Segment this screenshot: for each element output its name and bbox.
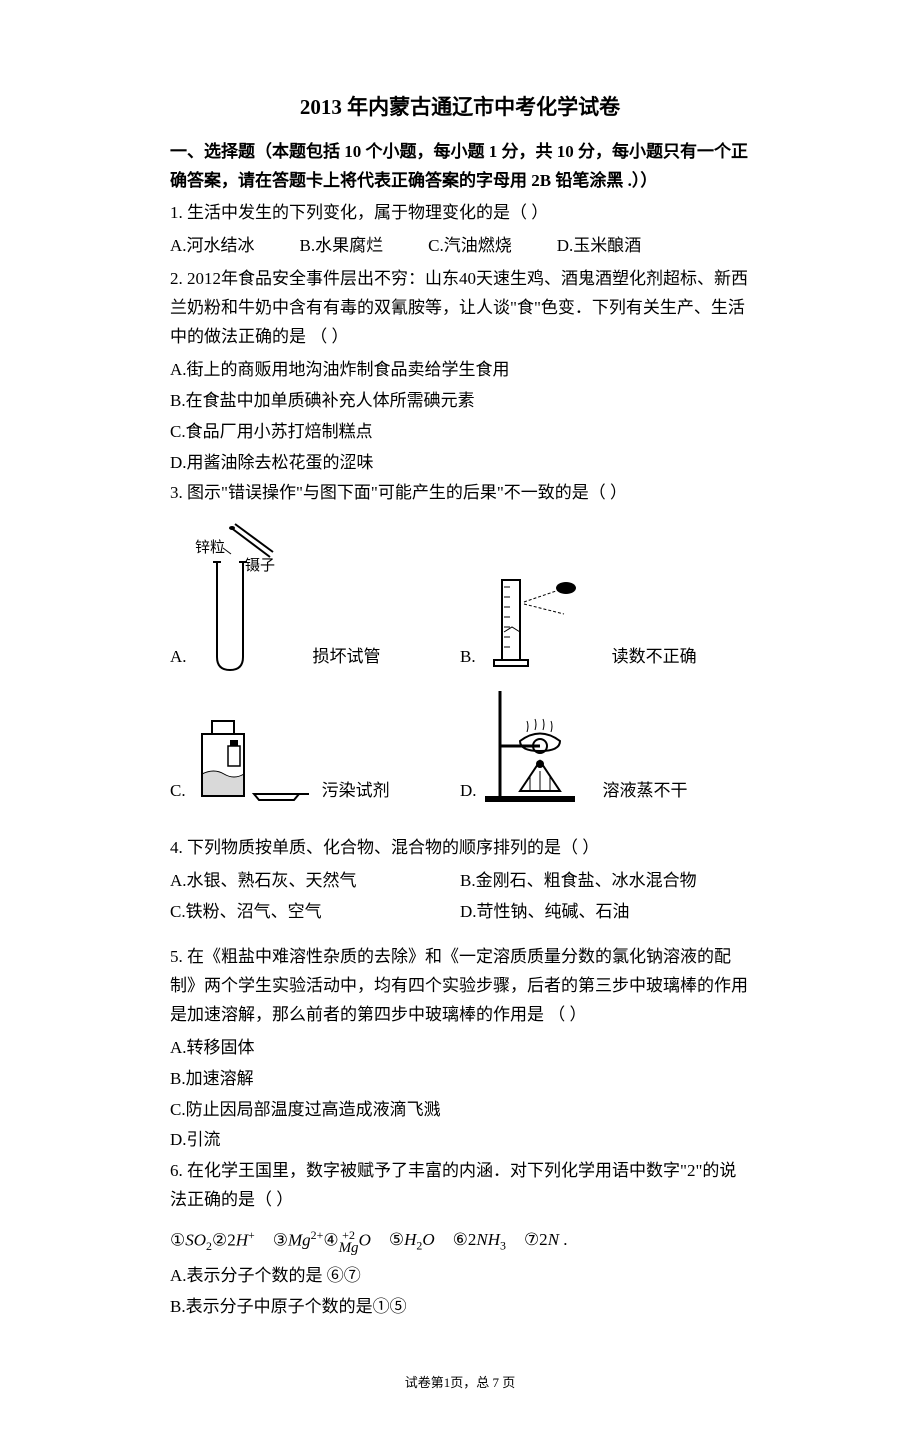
q4-optA: A.水银、熟石灰、天然气 xyxy=(170,867,460,896)
q3-figA-img: 锌粒 镊子 xyxy=(195,522,305,672)
q6-optA: A.表示分子个数的是 ⑥⑦ xyxy=(170,1262,750,1291)
q3-capC: 污染试剂 xyxy=(322,777,390,806)
q5-optB: B.加速溶解 xyxy=(170,1065,750,1094)
q1-optA: A.河水结冰 xyxy=(170,232,255,261)
q4-row2: C.铁粉、沼气、空气 D.苛性钠、纯碱、石油 xyxy=(170,898,750,927)
formula-6: ⑥2NH3 xyxy=(453,1226,506,1256)
bottle-icon xyxy=(194,716,314,806)
q1-stem: 1. 生活中发生的下列变化，属于物理变化的是（ ） xyxy=(170,199,750,228)
q5-optD: D.引流 xyxy=(170,1126,750,1155)
svg-text:镊子: 镊子 xyxy=(245,557,275,574)
q3-capB-prefix: B. xyxy=(460,643,476,672)
q4-row1: A.水银、熟石灰、天然气 B.金刚石、粗食盐、冰水混合物 xyxy=(170,867,750,896)
section-intro: 一、选择题（本题包括 10 个小题，每小题 1 分，共 10 分，每小题只有一个… xyxy=(170,138,750,196)
formula-3: ③Mg2+④+2MgO xyxy=(273,1225,371,1256)
page-footer: 试卷第1页，总 7 页 xyxy=(170,1372,750,1394)
q6-formulas: ①SO2②2H+ ③Mg2+④+2MgO ⑤H2O ⑥2NH3 ⑦2N . xyxy=(170,1225,750,1256)
q2-optB: B.在食盐中加单质碘补充人体所需碘元素 xyxy=(170,387,750,416)
q1-optD: D.玉米酿酒 xyxy=(557,232,642,261)
q3-figrow-1: A. 锌粒 镊子 损坏试管 B. xyxy=(170,522,750,672)
q5-optA: A.转移固体 xyxy=(170,1034,750,1063)
q1-options: A.河水结冰 B.水果腐烂 C.汽油燃烧 D.玉米酿酒 xyxy=(170,232,750,261)
cylinder-icon xyxy=(484,572,604,672)
q2-optD: D.用酱油除去松花蛋的涩味 xyxy=(170,449,750,478)
formula-5: ⑤H2O xyxy=(389,1226,435,1256)
formula-1: ①SO2②2H+ xyxy=(170,1225,255,1256)
q2-stem: 2. 2012年食品安全事件层出不穷：山东40天速生鸡、酒鬼酒塑化剂超标、新西兰… xyxy=(170,265,750,352)
q3-capC-prefix: C. xyxy=(170,777,186,806)
q3-figC: C. 污染试剂 xyxy=(170,716,460,806)
q2-optC: C.食品厂用小苏打焙制糕点 xyxy=(170,418,750,447)
q2-optA: A.街上的商贩用地沟油炸制食品卖给学生食用 xyxy=(170,356,750,385)
q6-optB: B.表示分子中原子个数的是①⑤ xyxy=(170,1293,750,1322)
svg-text:锌粒: 锌粒 xyxy=(195,539,225,556)
evaporation-icon xyxy=(485,686,595,806)
q3-figD: D. 溶液蒸不干 xyxy=(460,686,750,806)
q1-optB: B.水果腐烂 xyxy=(300,232,384,261)
q3-figA: A. 锌粒 镊子 损坏试管 xyxy=(170,522,460,672)
q3-capD: 溶液蒸不干 xyxy=(603,777,688,806)
q4-optC: C.铁粉、沼气、空气 xyxy=(170,898,460,927)
q3-figrow-2: C. 污染试剂 D. xyxy=(170,686,750,806)
q5-stem: 5. 在《粗盐中难溶性杂质的去除》和《一定溶质质量分数的氯化钠溶液的配制》两个学… xyxy=(170,943,750,1030)
formula-7: ⑦2N . xyxy=(524,1226,568,1255)
q5-optC: C.防止因局部温度过高造成液滴飞溅 xyxy=(170,1096,750,1125)
q3-figB-img xyxy=(484,572,604,672)
q6-stem: 6. 在化学王国里，数字被赋予了丰富的内涵．对下列化学用语中数字"2"的说法正确… xyxy=(170,1157,750,1215)
q3-figC-img xyxy=(194,716,314,806)
q3-capD-prefix: D. xyxy=(460,777,477,806)
q1-optC: C.汽油燃烧 xyxy=(428,232,512,261)
q3-stem: 3. 图示"错误操作"与图下面"可能产生的后果"不一致的是（ ） xyxy=(170,479,750,508)
q3-figD-img xyxy=(485,686,595,806)
test-tube-icon: 锌粒 镊子 xyxy=(195,522,305,672)
q4-optD: D.苛性钠、纯碱、石油 xyxy=(460,898,750,927)
q3-capA-prefix: A. xyxy=(170,643,187,672)
q3-capA: 损坏试管 xyxy=(313,643,381,672)
q4-stem: 4. 下列物质按单质、化合物、混合物的顺序排列的是（ ） xyxy=(170,834,750,863)
exam-title: 2013 年内蒙古通辽市中考化学试卷 xyxy=(170,90,750,126)
q3-figB: B. 读数不正确 xyxy=(460,572,750,672)
q3-capB: 读数不正确 xyxy=(612,643,697,672)
q4-optB: B.金刚石、粗食盐、冰水混合物 xyxy=(460,867,750,896)
